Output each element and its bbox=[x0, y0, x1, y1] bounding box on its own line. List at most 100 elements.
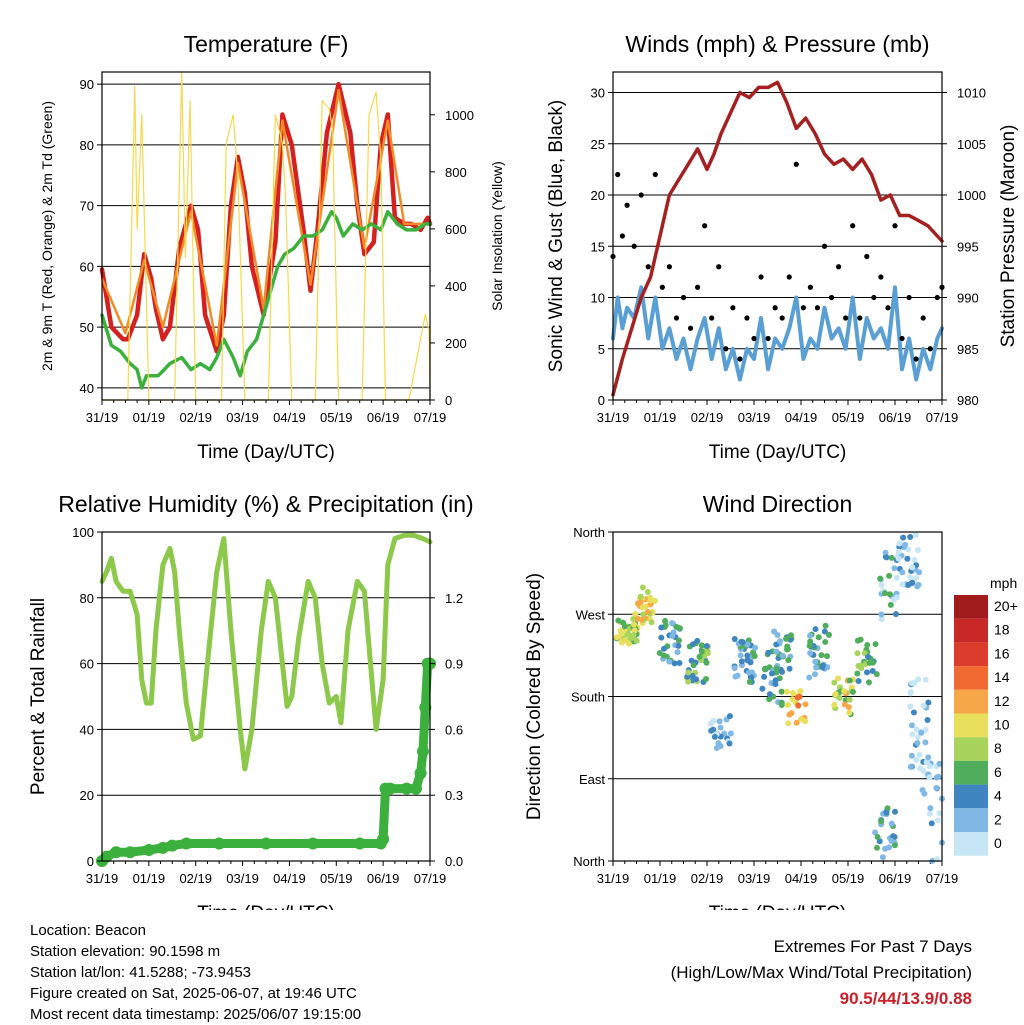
wind-direction-point bbox=[744, 641, 751, 648]
gust-point bbox=[864, 253, 870, 260]
x-tick-label: 31/19 bbox=[86, 871, 119, 886]
legend-label: 18 bbox=[994, 622, 1010, 638]
wind-direction-point bbox=[891, 842, 898, 849]
wind-direction-panel: Wind Direction Time (Day/UTC) 31/19 01/19 02… bbox=[524, 491, 958, 910]
wind-direction-point bbox=[773, 648, 780, 655]
temperature-panel: Temperature (F) Time (Day/UTC) 31/19 01/19 0… bbox=[39, 31, 505, 463]
legend-swatch bbox=[954, 689, 988, 714]
wind-direction-point bbox=[914, 734, 921, 741]
station-latlon: Station lat/lon: 41.5288; -73.9453 bbox=[30, 964, 252, 981]
x-tick-label: 02/19 bbox=[179, 871, 212, 886]
wind-direction-point bbox=[841, 688, 848, 695]
wind-direction-point bbox=[855, 678, 862, 685]
wind-direction-point bbox=[887, 601, 894, 608]
x-tick-label: 02/19 bbox=[179, 410, 212, 425]
wind-direction-point bbox=[936, 760, 943, 767]
y-tick-label: 40 bbox=[80, 381, 94, 396]
wind-direction-point bbox=[907, 534, 914, 541]
legend-swatch bbox=[954, 713, 988, 738]
gust-point bbox=[878, 274, 884, 280]
wind-direction-point bbox=[798, 715, 805, 722]
legend-swatch bbox=[954, 595, 988, 619]
wind-direction-point bbox=[807, 650, 814, 657]
wind-direction-point bbox=[854, 670, 861, 677]
wind-series-line bbox=[611, 285, 944, 382]
x-tick-label: 04/19 bbox=[785, 410, 818, 425]
wind-direction-point bbox=[785, 657, 792, 664]
y2-tick-label: 600 bbox=[445, 222, 467, 237]
x-axis-label: Time (Day/UTC) bbox=[197, 442, 335, 463]
station-location: Location: Beacon bbox=[30, 922, 146, 939]
wind-direction-point bbox=[648, 619, 655, 626]
wind-direction-point bbox=[920, 767, 927, 774]
wind-direction-point bbox=[693, 676, 700, 683]
wind-direction-point bbox=[926, 774, 933, 781]
gust-point bbox=[695, 284, 701, 290]
legend-label: 20+ bbox=[994, 598, 1018, 614]
extremes-values: 90.5/44/13.9/0.88 bbox=[839, 989, 972, 1008]
wind-direction-point bbox=[768, 670, 775, 677]
y2-tick-label: 400 bbox=[445, 279, 467, 294]
wind-direction-point bbox=[795, 702, 802, 709]
y2-tick-label: 1000 bbox=[957, 188, 986, 203]
wind-direction-point bbox=[912, 532, 919, 539]
x-tick-label: 01/19 bbox=[133, 410, 166, 425]
gust-point bbox=[920, 315, 926, 321]
wind-direction-point bbox=[918, 729, 925, 736]
wind-direction-point bbox=[886, 572, 893, 579]
recent-timestamp: Most recent data timestamp: 2025/06/07 1… bbox=[30, 1006, 362, 1023]
wind-direction-point bbox=[846, 696, 853, 703]
precip-point bbox=[384, 782, 397, 795]
wind-direction-point bbox=[836, 694, 843, 701]
wind-direction-point bbox=[908, 722, 915, 729]
plot-border bbox=[101, 531, 431, 862]
x-tick-label: 01/19 bbox=[133, 871, 166, 886]
wind-direction-point bbox=[873, 671, 880, 678]
x-tick-label: 03/19 bbox=[738, 871, 771, 886]
x-tick-label: 03/19 bbox=[738, 410, 771, 425]
x-tick-label: 05/19 bbox=[832, 410, 865, 425]
precip-point bbox=[414, 767, 427, 780]
x-tick-label: 07/19 bbox=[414, 410, 447, 425]
wind-direction-point bbox=[783, 688, 790, 695]
wind-direction-point bbox=[744, 652, 751, 659]
precip-point bbox=[353, 837, 366, 850]
wind-direction-point bbox=[618, 630, 625, 637]
extremes-title: Extremes For Past 7 Days bbox=[773, 937, 972, 956]
wind-direction-point bbox=[908, 680, 915, 687]
wind-direction-point bbox=[922, 676, 929, 683]
gust-point bbox=[934, 294, 940, 301]
plot-border bbox=[612, 71, 943, 401]
wind-direction-point bbox=[694, 637, 701, 644]
wind-direction-point bbox=[644, 588, 651, 595]
wind-direction-point bbox=[872, 641, 879, 648]
wind-direction-point bbox=[690, 641, 697, 648]
wind-direction-point bbox=[779, 652, 786, 659]
gust-point bbox=[615, 171, 621, 178]
wind-direction-point bbox=[922, 727, 929, 734]
gust-point bbox=[906, 294, 912, 301]
y-tick-label: 0 bbox=[87, 854, 94, 869]
wind-direction-point bbox=[869, 667, 876, 674]
precip-point bbox=[142, 844, 155, 857]
wind-direction-point bbox=[698, 642, 705, 649]
wind-direction-point bbox=[915, 676, 922, 683]
legend-swatch bbox=[954, 737, 988, 761]
precip-point bbox=[124, 846, 137, 859]
y2-axis-label: Solar Insolation (Yellow) bbox=[489, 161, 505, 311]
wind-direction-point bbox=[638, 616, 645, 623]
wind-direction-point bbox=[863, 669, 870, 676]
wind-direction-point bbox=[909, 564, 916, 571]
wind-direction-point bbox=[772, 677, 779, 684]
y-axis-label: Sonic Wind & Gust (Blue, Black) bbox=[546, 100, 567, 372]
wind-direction-point bbox=[913, 756, 920, 763]
y-tick-label: 15 bbox=[591, 239, 605, 254]
wind-direction-point bbox=[888, 820, 895, 827]
wind-direction-point bbox=[813, 664, 820, 671]
station-elevation: Station elevation: 90.1598 m bbox=[30, 943, 221, 960]
wind-direction-point bbox=[905, 546, 912, 553]
wind-direction-point bbox=[873, 844, 880, 851]
wind-direction-point bbox=[778, 699, 785, 706]
x-tick-label: 31/19 bbox=[86, 410, 119, 425]
wind-direction-point bbox=[831, 701, 838, 708]
